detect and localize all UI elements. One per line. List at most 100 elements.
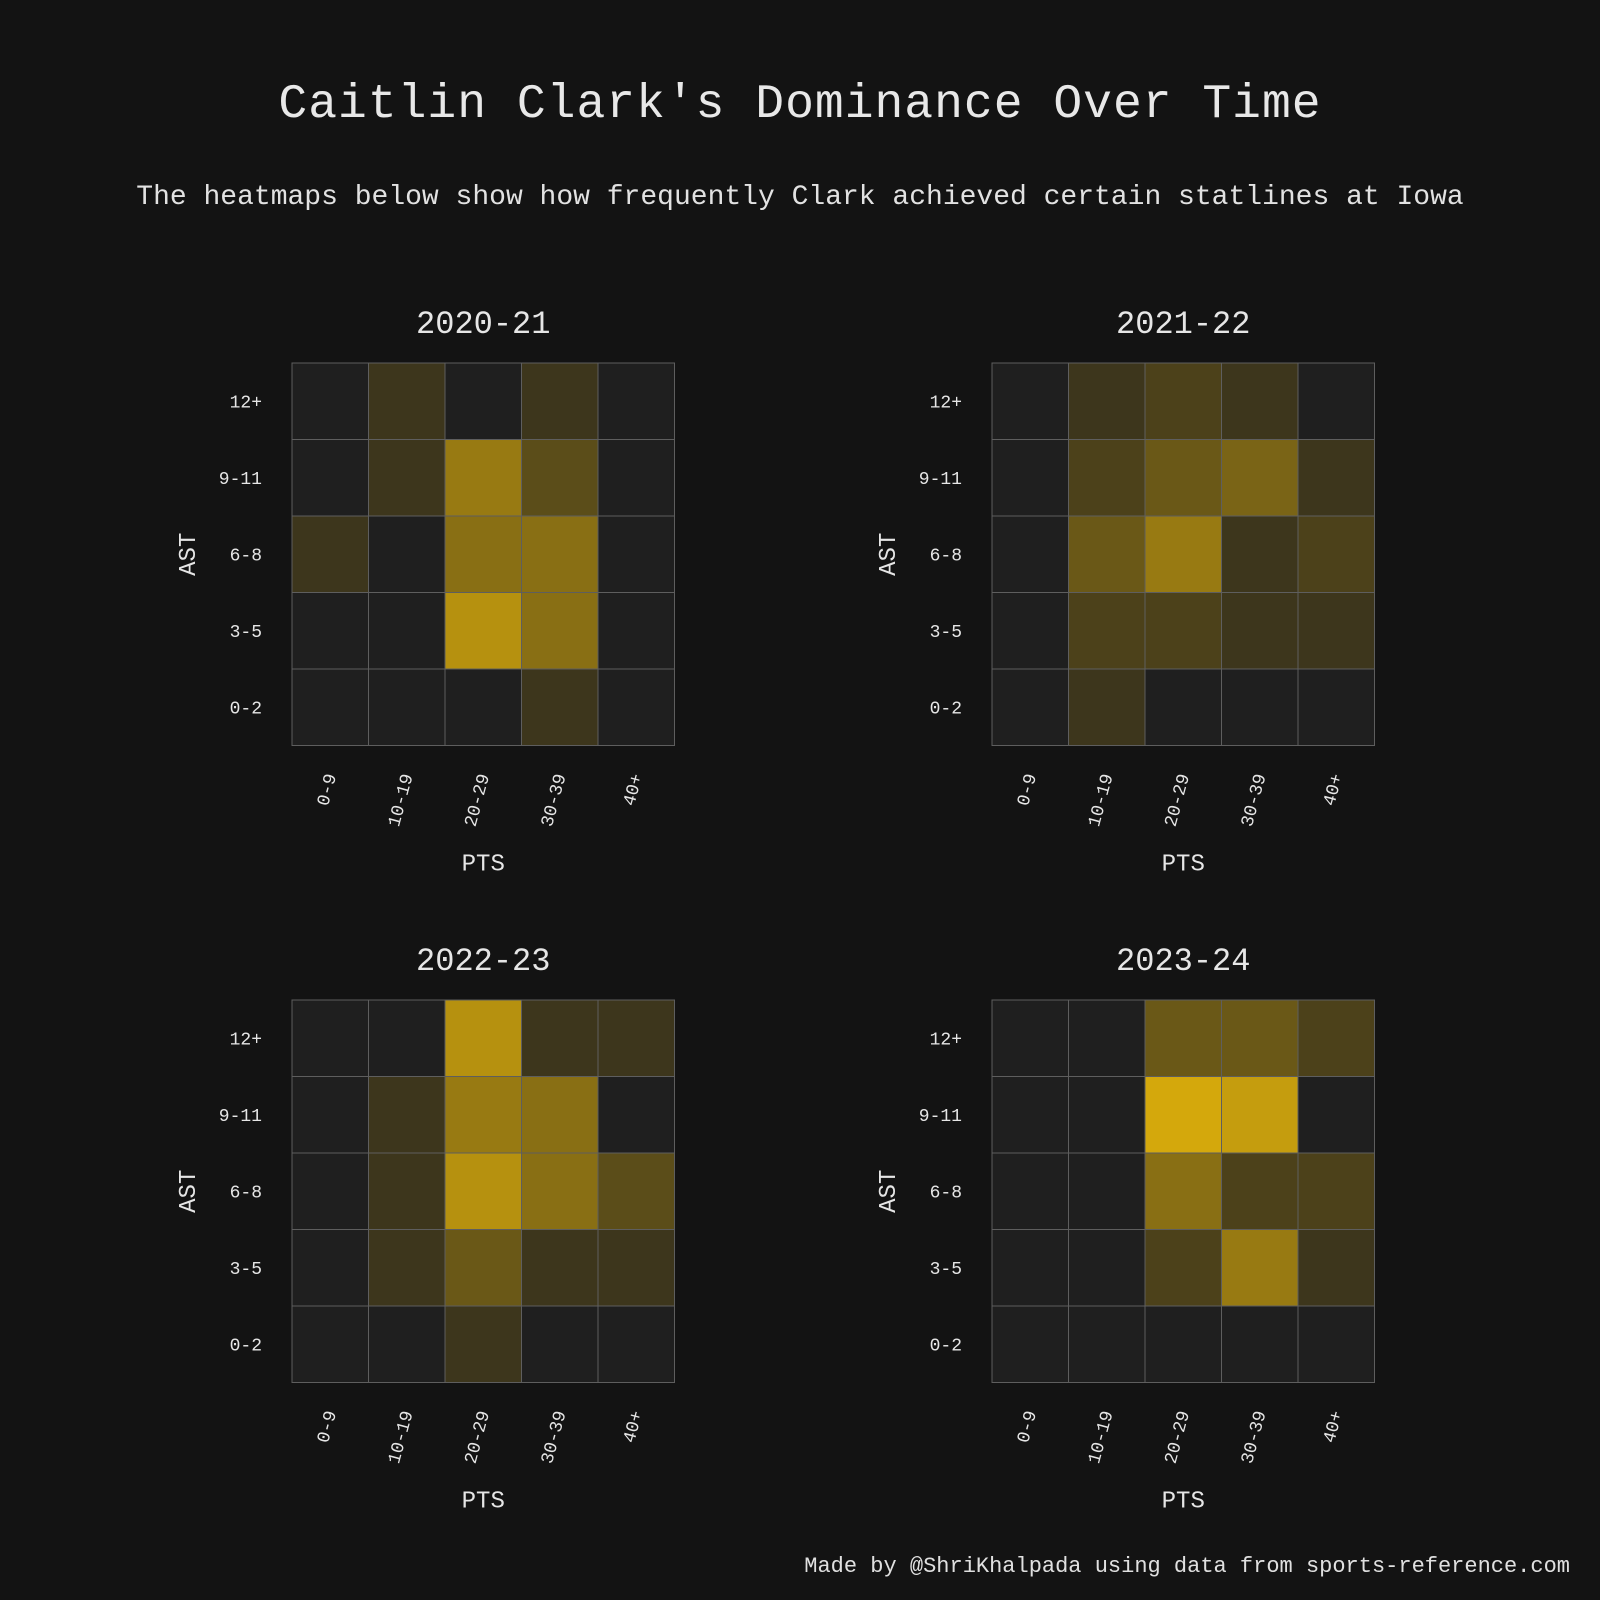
heatmap-cell bbox=[1068, 1076, 1146, 1154]
y-tick-label: 12+ bbox=[230, 1030, 262, 1050]
heatmap-cell bbox=[368, 592, 446, 670]
x-tick-label: 40+ bbox=[620, 1409, 648, 1445]
heatmap-cell bbox=[368, 1305, 446, 1383]
heatmap-cell bbox=[1144, 592, 1222, 670]
y-tick-label: 9-11 bbox=[219, 470, 262, 490]
heatmap-cell bbox=[1068, 668, 1146, 746]
y-tick-label: 12+ bbox=[930, 393, 962, 413]
page-subtitle: The heatmaps below show how frequently C… bbox=[136, 182, 1464, 213]
heatmap-cell bbox=[1297, 592, 1375, 670]
heatmap-cell bbox=[368, 515, 446, 593]
y-tick-label: 9-11 bbox=[919, 470, 962, 490]
x-tick-label: 30-39 bbox=[538, 772, 571, 829]
y-tick-label: 3-5 bbox=[930, 623, 962, 643]
heatmap-cell bbox=[1221, 1305, 1299, 1383]
heatmap-cell bbox=[1297, 362, 1375, 440]
heatmap-cell bbox=[1297, 668, 1375, 746]
heatmap-cell bbox=[444, 439, 522, 517]
panel-title: 2020-21 bbox=[416, 306, 550, 343]
x-tick-label: 40+ bbox=[620, 772, 648, 808]
heatmap-cell bbox=[1221, 1152, 1299, 1230]
x-tick-label: 10-19 bbox=[385, 1409, 418, 1466]
heatmap-cell bbox=[1221, 515, 1299, 593]
heatmap-cell bbox=[444, 1305, 522, 1383]
x-axis-label: PTS bbox=[1162, 1489, 1205, 1516]
heatmap-cell bbox=[597, 1076, 675, 1154]
footer-credit: Made by @ShriKhalpada using data from sp… bbox=[804, 1554, 1570, 1579]
y-axis-label: AST bbox=[176, 533, 203, 576]
y-tick-label: 12+ bbox=[930, 1030, 962, 1050]
y-axis-label: AST bbox=[176, 1170, 203, 1213]
heatmap-cell bbox=[1297, 1152, 1375, 1230]
y-tick-label: 3-5 bbox=[230, 1260, 262, 1280]
heatmap-cell bbox=[521, 1229, 599, 1307]
heatmap-cell bbox=[991, 1229, 1069, 1307]
heatmap-cell bbox=[1221, 1229, 1299, 1307]
heatmap-cell bbox=[368, 999, 446, 1077]
heatmap-cell bbox=[291, 1152, 369, 1230]
heatmap-cell bbox=[1144, 1076, 1222, 1154]
heatmap-2020-21: 2020-21 12+ 9-11 6-8 3-5 0-2 0-9 10-19 20-29 30-3… bbox=[176, 306, 675, 879]
heatmap-cell bbox=[1297, 439, 1375, 517]
heatmap-cell bbox=[1297, 1076, 1375, 1154]
x-tick-label: 0-9 bbox=[1014, 772, 1042, 808]
heatmap-cell bbox=[521, 999, 599, 1077]
heatmap-cell bbox=[521, 1305, 599, 1383]
heatmap-cell bbox=[1297, 999, 1375, 1077]
y-tick-label: 0-2 bbox=[930, 1336, 962, 1356]
heatmap-cell bbox=[1144, 1229, 1222, 1307]
y-tick-label: 9-11 bbox=[219, 1107, 262, 1127]
heatmap-cell bbox=[291, 1305, 369, 1383]
heatmap-cell bbox=[1144, 515, 1222, 593]
y-tick-label: 3-5 bbox=[930, 1260, 962, 1280]
heatmap-cell bbox=[1068, 592, 1146, 670]
panel-title: 2022-23 bbox=[416, 943, 550, 980]
heatmap-cell bbox=[1144, 1152, 1222, 1230]
heatmap-cell bbox=[991, 362, 1069, 440]
heatmap-cell bbox=[1221, 592, 1299, 670]
heatmap-2022-23: 2022-23 12+ 9-11 6-8 3-5 0-2 0-9 10-19 20-29 30-3… bbox=[176, 943, 675, 1516]
heatmap-2023-24: 2023-24 12+ 9-11 6-8 3-5 0-2 0-9 10-19 20-29 30-3… bbox=[876, 943, 1375, 1516]
heatmap-cell bbox=[521, 362, 599, 440]
y-tick-label: 6-8 bbox=[930, 546, 962, 566]
heatmap-cell bbox=[597, 362, 675, 440]
heatmap-cell bbox=[991, 439, 1069, 517]
y-tick-label: 0-2 bbox=[230, 699, 262, 719]
x-tick-label: 0-9 bbox=[314, 1409, 342, 1445]
heatmap-cell bbox=[291, 592, 369, 670]
heatmap-cell bbox=[991, 1076, 1069, 1154]
x-tick-label: 10-19 bbox=[1085, 772, 1118, 829]
heatmap-cell bbox=[291, 999, 369, 1077]
heatmap-cell bbox=[1068, 439, 1146, 517]
heatmap-cell bbox=[1144, 439, 1222, 517]
heatmap-cell bbox=[991, 1305, 1069, 1383]
y-axis-label: AST bbox=[876, 533, 903, 576]
y-tick-label: 6-8 bbox=[930, 1183, 962, 1203]
x-tick-label: 40+ bbox=[1320, 772, 1348, 808]
heatmap-cell bbox=[368, 1152, 446, 1230]
heatmap-cell bbox=[991, 999, 1069, 1077]
heatmap-cell bbox=[521, 439, 599, 517]
heatmap-cell bbox=[521, 1076, 599, 1154]
x-tick-label: 10-19 bbox=[385, 772, 418, 829]
heatmap-cell bbox=[597, 439, 675, 517]
heatmap-cell bbox=[521, 515, 599, 593]
heatmap-cell bbox=[291, 439, 369, 517]
heatmap-cell bbox=[1068, 515, 1146, 593]
heatmap-cell bbox=[1221, 668, 1299, 746]
heatmap-cell bbox=[1221, 362, 1299, 440]
heatmap-cell bbox=[444, 668, 522, 746]
heatmap-cell bbox=[597, 1152, 675, 1230]
heatmap-cell bbox=[444, 362, 522, 440]
heatmap-cell bbox=[1144, 668, 1222, 746]
panel-title: 2023-24 bbox=[1116, 943, 1250, 980]
heatmap-cell bbox=[1068, 1152, 1146, 1230]
heatmap-cell bbox=[1221, 999, 1299, 1077]
x-tick-label: 20-29 bbox=[462, 1409, 495, 1466]
heatmap-cell bbox=[521, 668, 599, 746]
heatmap-cell bbox=[1068, 999, 1146, 1077]
heatmap-cell bbox=[291, 515, 369, 593]
x-tick-label: 30-39 bbox=[1238, 1409, 1271, 1466]
heatmap-cell bbox=[521, 1152, 599, 1230]
heatmap-cell bbox=[597, 515, 675, 593]
